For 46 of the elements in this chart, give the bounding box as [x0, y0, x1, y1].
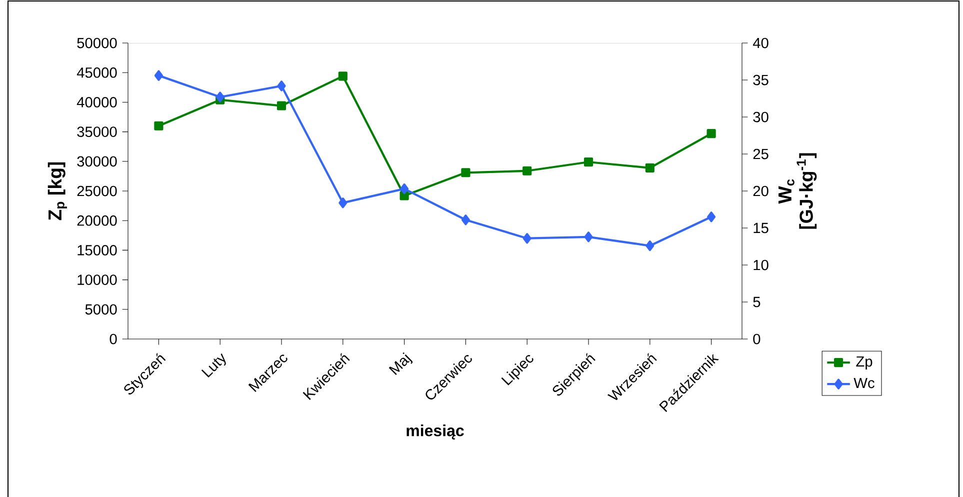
point [400, 191, 409, 200]
y-tick-label: 35000 [77, 126, 117, 137]
text: W$_{c}$ [GJ·kg$^{-1}$] [778, 153, 817, 229]
y2-tick-label: 25 [753, 148, 768, 160]
point [706, 129, 716, 138]
point [584, 157, 594, 167]
point [154, 121, 164, 130]
y2-tick-label: 0 [753, 334, 760, 344]
point [154, 70, 163, 81]
point [400, 183, 409, 194]
y-tick-label: 30000 [77, 156, 117, 167]
y2-tick-label: 15 [754, 222, 768, 234]
point [584, 232, 593, 242]
y2-tick-label: 35 [753, 74, 768, 86]
text: Z$_{p}$ [kg] [48, 162, 68, 220]
point [522, 166, 532, 176]
point [707, 212, 716, 222]
y-tick-label: 5000 [85, 304, 117, 315]
point [276, 101, 286, 110]
point [646, 240, 654, 252]
y-tick-label: 20000 [77, 215, 117, 226]
y2-tick-label: 40 [752, 38, 768, 48]
x-tick-label: Luty [201, 353, 226, 378]
point [522, 233, 532, 244]
point [338, 72, 348, 81]
legend-label: Zp [856, 356, 872, 370]
y-tick-label: 15000 [78, 245, 117, 256]
y-tick-label: 45000 [76, 67, 117, 78]
point [338, 198, 348, 208]
y2-tick-label: 10 [754, 260, 768, 270]
y2-tick-label: 20 [753, 186, 768, 196]
y2-tick-label: 30 [753, 112, 768, 122]
x-axis-title: miesiąc [406, 424, 464, 440]
point [216, 92, 224, 102]
y-tick-label: 50000 [77, 38, 117, 48]
y-tick-label: 0 [110, 334, 117, 344]
y2-tick-label: 5 [753, 296, 760, 308]
y-tick-label: 40000 [76, 97, 117, 108]
point [461, 168, 470, 178]
legend-label: Wc [854, 378, 874, 388]
y-tick-label: 10000 [78, 274, 117, 285]
point [461, 214, 470, 226]
y-tick-label: 25000 [77, 186, 117, 196]
point [645, 163, 654, 172]
point [277, 80, 286, 92]
x-tick-label: Maj [388, 352, 413, 376]
